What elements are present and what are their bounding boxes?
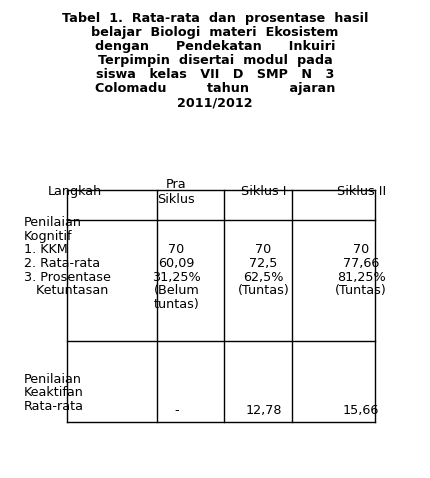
Text: 70: 70	[168, 243, 184, 256]
Text: 70: 70	[255, 243, 271, 256]
Text: 77,66: 77,66	[343, 257, 379, 270]
Text: Penilaian: Penilaian	[24, 216, 82, 229]
Text: Siklus II: Siklus II	[337, 185, 386, 198]
Text: Siklus I: Siklus I	[241, 185, 286, 198]
Text: Pra
Siklus: Pra Siklus	[157, 178, 195, 206]
Text: 31,25%: 31,25%	[152, 271, 201, 283]
Text: 12,78: 12,78	[245, 404, 282, 417]
Text: Terpimpin  disertai  modul  pada: Terpimpin disertai modul pada	[98, 54, 332, 67]
Text: 1. KKM: 1. KKM	[24, 243, 68, 256]
Text: 70: 70	[353, 243, 369, 256]
Text: tuntas): tuntas)	[154, 298, 199, 311]
Text: Langkah: Langkah	[48, 185, 102, 198]
Text: Ketuntasan: Ketuntasan	[24, 284, 108, 297]
Text: 72,5: 72,5	[249, 257, 277, 270]
Text: 15,66: 15,66	[343, 404, 379, 417]
Text: belajar  Biologi  materi  Ekosistem: belajar Biologi materi Ekosistem	[91, 26, 339, 39]
Text: Tabel  1.  Rata-rata  dan  prosentase  hasil: Tabel 1. Rata-rata dan prosentase hasil	[62, 12, 368, 25]
Text: siswa   kelas   VII   D   SMP   N   3: siswa kelas VII D SMP N 3	[96, 68, 334, 81]
Text: 2011/2012: 2011/2012	[177, 97, 253, 109]
Text: (Tuntas): (Tuntas)	[335, 284, 387, 297]
Text: dengan      Pendekatan      Inkuiri: dengan Pendekatan Inkuiri	[95, 40, 335, 53]
Text: 60,09: 60,09	[158, 257, 194, 270]
Text: Colomadu         tahun         ajaran: Colomadu tahun ajaran	[95, 82, 335, 96]
Text: Penilaian: Penilaian	[24, 373, 82, 386]
Text: 62,5%: 62,5%	[243, 271, 284, 283]
Text: (Tuntas): (Tuntas)	[237, 284, 289, 297]
Text: 81,25%: 81,25%	[337, 271, 386, 283]
Text: Kognitif: Kognitif	[24, 230, 72, 243]
Text: -: -	[174, 404, 178, 417]
Text: 2. Rata-rata: 2. Rata-rata	[24, 257, 100, 270]
Text: (Belum: (Belum	[154, 284, 199, 297]
Text: 3. Prosentase: 3. Prosentase	[24, 271, 111, 283]
Text: Keaktifan: Keaktifan	[24, 386, 83, 400]
Text: Rata-rata: Rata-rata	[24, 400, 84, 413]
